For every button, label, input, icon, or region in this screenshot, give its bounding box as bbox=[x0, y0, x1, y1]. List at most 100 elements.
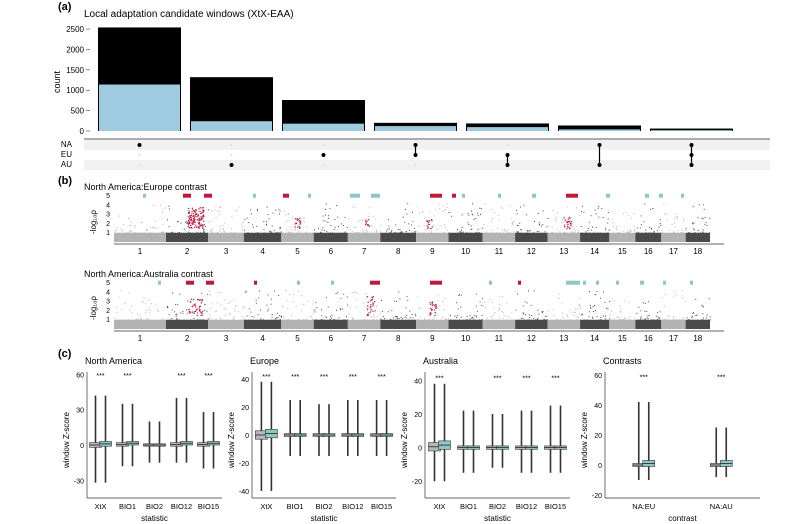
snp-point bbox=[610, 319, 612, 321]
snp-point bbox=[575, 230, 577, 232]
snp-point bbox=[314, 309, 316, 311]
snp-point bbox=[519, 222, 521, 224]
significant-snp bbox=[194, 310, 197, 313]
snp-point bbox=[217, 232, 219, 234]
xtick-label: BIO15 bbox=[198, 502, 219, 511]
significant-snp bbox=[563, 217, 565, 219]
snp-point bbox=[395, 224, 397, 226]
significant-snp bbox=[197, 298, 199, 300]
snp-point bbox=[600, 319, 602, 321]
snp-point bbox=[150, 232, 152, 234]
snp-point bbox=[622, 319, 624, 321]
snp-point bbox=[140, 318, 142, 320]
snp-point bbox=[428, 318, 430, 320]
snp-point bbox=[371, 316, 373, 318]
chromosome-label-11: 11 bbox=[495, 334, 504, 343]
snp-point bbox=[386, 230, 388, 232]
snp-point bbox=[633, 230, 635, 232]
snp-point bbox=[500, 232, 502, 234]
snp-point bbox=[691, 315, 693, 317]
snp-point bbox=[673, 231, 675, 233]
snp-point bbox=[286, 319, 288, 321]
snp-point bbox=[612, 219, 614, 221]
snp-point bbox=[139, 314, 141, 316]
snp-point bbox=[325, 316, 327, 318]
snp-point bbox=[462, 232, 464, 234]
window-mark bbox=[663, 280, 666, 285]
significant-snp bbox=[200, 219, 202, 221]
snp-point bbox=[265, 224, 267, 226]
snp-point bbox=[674, 213, 676, 215]
snp-point bbox=[131, 305, 133, 307]
snp-point bbox=[562, 317, 564, 319]
snp-point bbox=[145, 303, 147, 305]
snp-point bbox=[697, 230, 699, 232]
snp-point bbox=[407, 299, 409, 301]
panel-a-title: Local adaptation candidate windows (XtX-… bbox=[84, 9, 294, 20]
snp-point bbox=[497, 310, 499, 312]
matrix-dot-empty bbox=[506, 144, 509, 146]
significant-snp bbox=[201, 298, 203, 301]
chr-band-2 bbox=[165, 319, 209, 329]
snp-point bbox=[481, 298, 483, 300]
snp-point bbox=[179, 293, 181, 295]
snp-point bbox=[634, 229, 636, 231]
significant-snp bbox=[428, 223, 430, 225]
snp-point bbox=[579, 232, 581, 234]
snp-point bbox=[511, 311, 513, 313]
snp-point bbox=[706, 224, 708, 226]
snp-point bbox=[279, 213, 281, 215]
snp-point bbox=[201, 314, 203, 316]
snp-point bbox=[273, 229, 275, 231]
snp-point bbox=[143, 297, 145, 299]
chr-band-1 bbox=[114, 232, 166, 242]
snp-point bbox=[433, 311, 435, 313]
snp-point bbox=[616, 316, 618, 318]
snp-point bbox=[519, 206, 521, 208]
snp-point bbox=[625, 232, 627, 234]
snp-point bbox=[126, 232, 128, 234]
ytick-label: 30 bbox=[76, 408, 84, 415]
snp-point bbox=[582, 205, 584, 207]
snp-point bbox=[244, 230, 246, 232]
snp-point bbox=[120, 290, 122, 292]
xtick-label: NA:EU bbox=[632, 502, 655, 511]
snp-point bbox=[499, 232, 501, 234]
snp-point bbox=[289, 231, 291, 233]
snp-point bbox=[136, 318, 138, 320]
snp-point bbox=[260, 318, 262, 320]
snp-point bbox=[499, 308, 501, 310]
snp-point bbox=[471, 228, 473, 230]
snp-point bbox=[702, 319, 704, 321]
set-label-au: AU bbox=[61, 160, 72, 169]
significant-snp bbox=[369, 311, 372, 313]
xtick-label: XtX bbox=[260, 502, 272, 511]
snp-point bbox=[523, 313, 525, 315]
snp-point bbox=[602, 291, 604, 293]
chromosome-label-7: 7 bbox=[362, 334, 367, 343]
snp-point bbox=[506, 302, 508, 304]
snp-point bbox=[542, 319, 544, 321]
chr-band-15 bbox=[609, 232, 636, 242]
snp-point bbox=[623, 319, 625, 321]
boxplot-australia-xlabel: statistic bbox=[484, 514, 511, 523]
snp-point bbox=[395, 232, 397, 234]
significance-marker: *** bbox=[435, 375, 443, 382]
snp-point bbox=[145, 319, 147, 321]
snp-point bbox=[444, 227, 446, 229]
snp-point bbox=[643, 319, 645, 321]
snp-point bbox=[282, 306, 284, 308]
snp-point bbox=[234, 310, 236, 312]
snp-point bbox=[328, 232, 330, 234]
snp-point bbox=[421, 319, 423, 321]
snp-point bbox=[352, 317, 354, 319]
snp-point bbox=[489, 232, 491, 234]
significant-snp bbox=[366, 220, 368, 222]
snp-point bbox=[410, 319, 412, 321]
snp-point bbox=[662, 319, 664, 321]
snp-point bbox=[569, 223, 571, 225]
snp-point bbox=[419, 307, 421, 309]
snp-point bbox=[657, 316, 659, 318]
snp-point bbox=[146, 318, 148, 320]
